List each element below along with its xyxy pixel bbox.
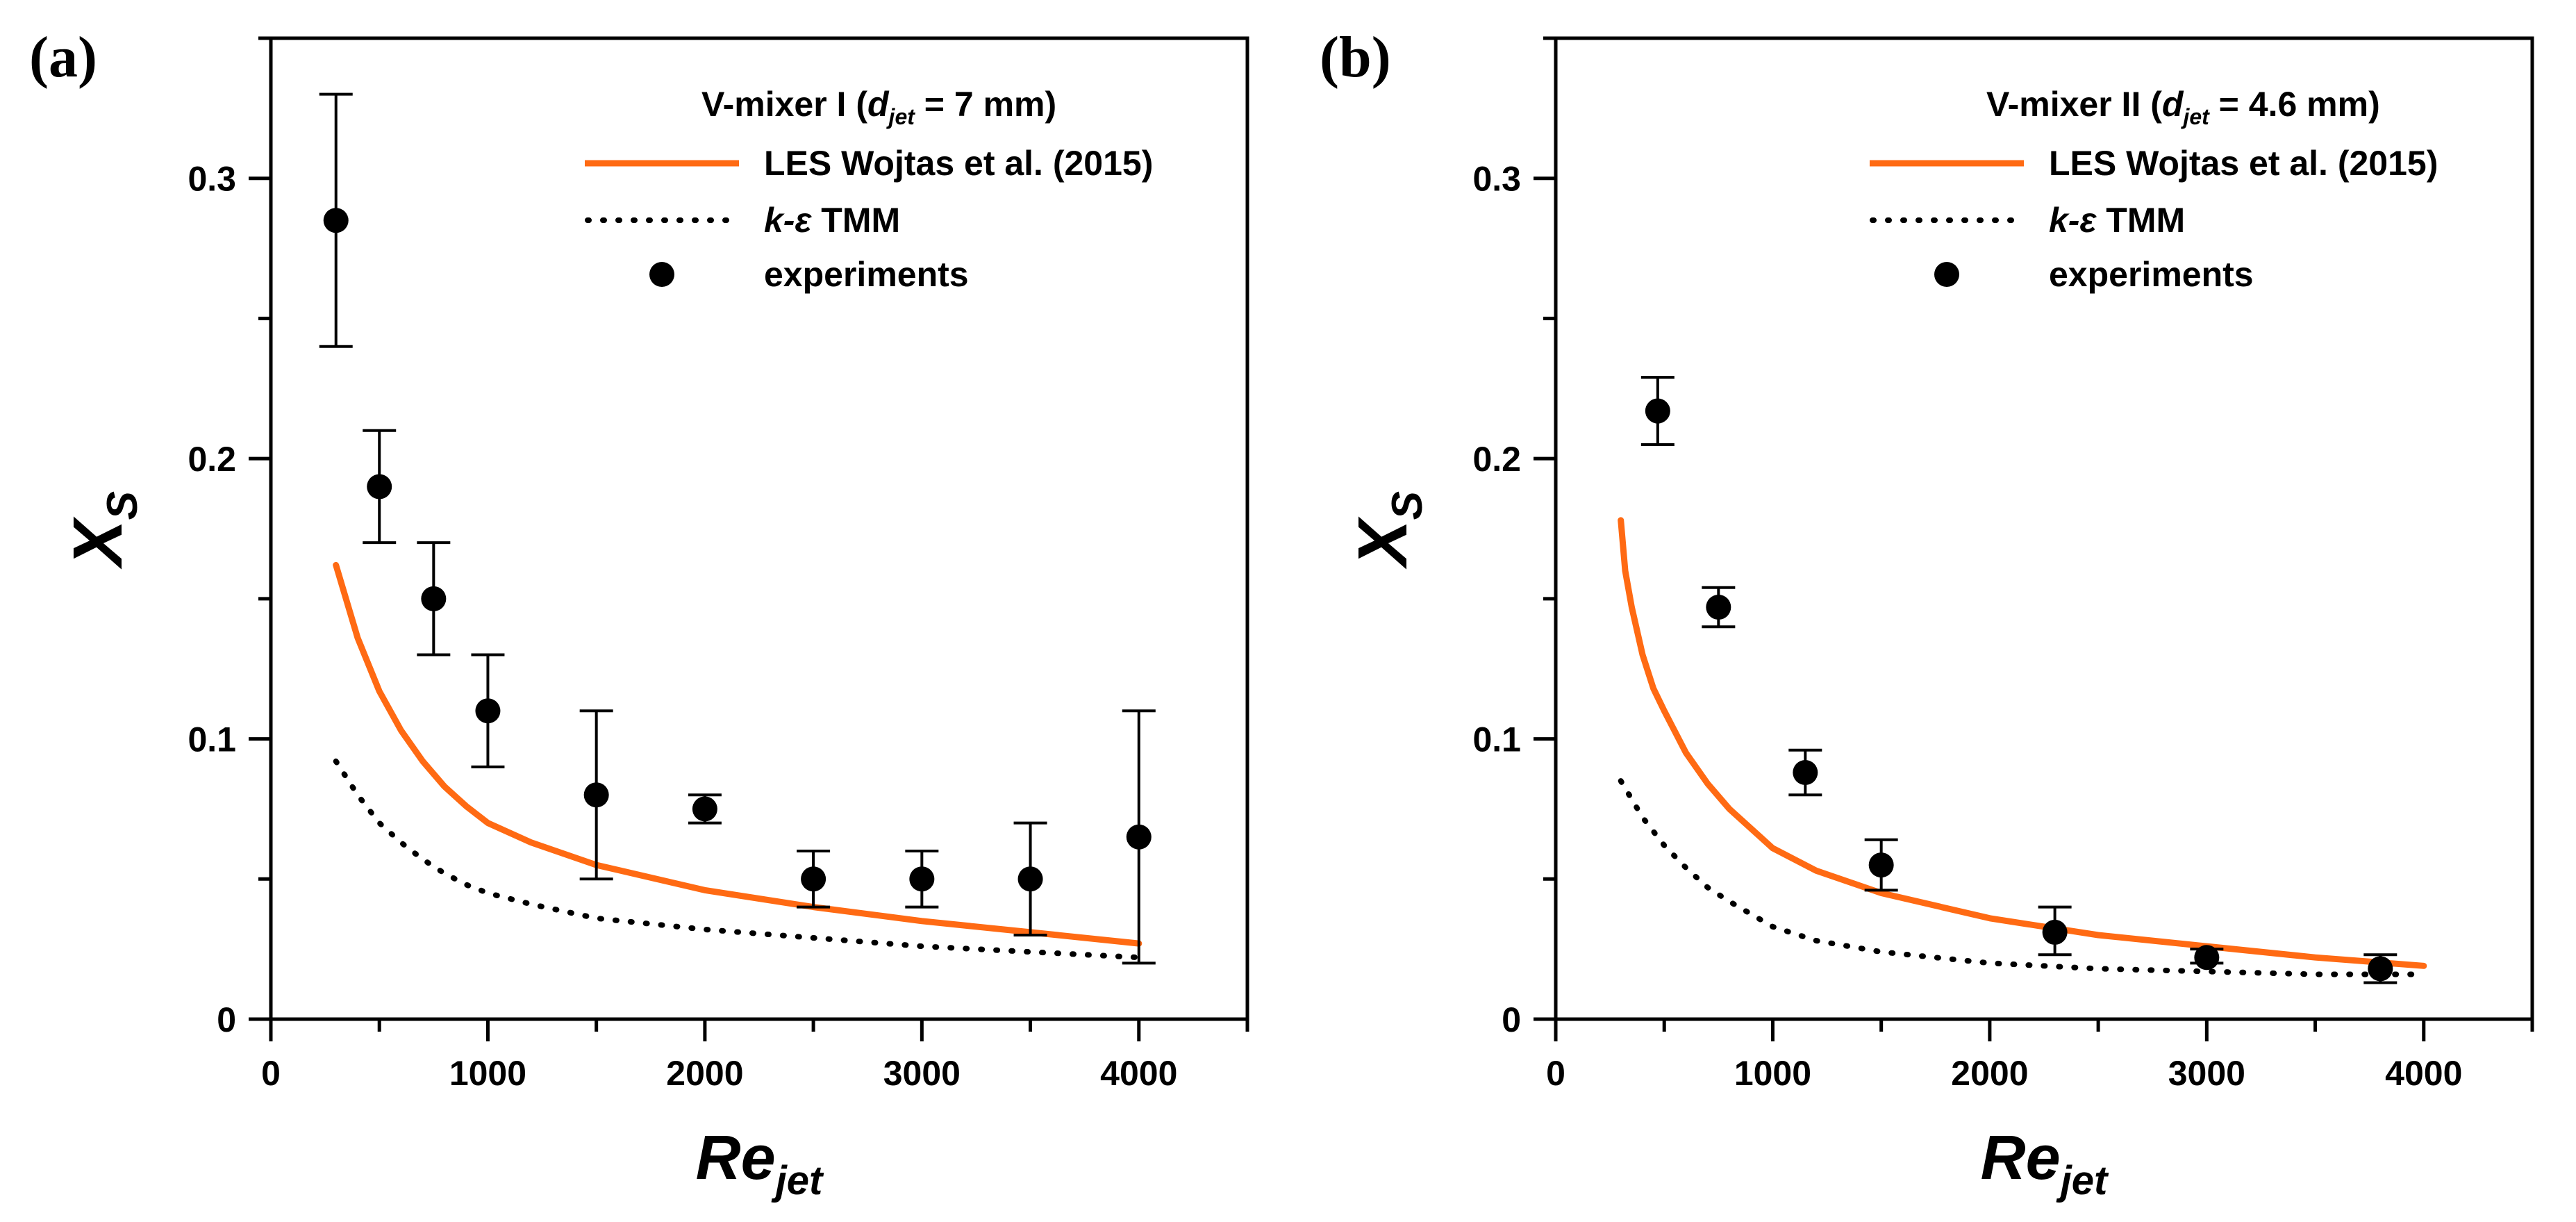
y-tick-label: 0.3 (188, 160, 236, 199)
experiment-point (801, 866, 826, 892)
experiment-point (1868, 852, 1894, 878)
y-tick-label: 0.2 (188, 440, 236, 479)
experiment-point (475, 698, 501, 724)
x-axis-title-main: Re (1981, 1123, 2061, 1193)
experiment-point (1126, 824, 1152, 850)
experiment-point (421, 586, 447, 611)
x-axis-title-main: Re (696, 1123, 776, 1193)
y-tick-label: 0.1 (1472, 720, 1521, 759)
legend-k-epsilon-italic: k-ε (2049, 201, 2097, 240)
x-axis-title: Rejet (1981, 1123, 2109, 1203)
experiment-point (2194, 945, 2220, 971)
les-curve (333, 561, 1142, 947)
experiment-point (692, 796, 717, 822)
chart-panel-a: (a)0 1000 2000 3000 400000.10.20.3RejetXSV-m… (29, 25, 1249, 1203)
experiment-point (323, 208, 349, 233)
legend-k-epsilon-italic: k-ε (764, 201, 812, 240)
x-tick-label: 0 (261, 1054, 281, 1093)
y-tick-label: 0 (1502, 1000, 1521, 1039)
legend-title-sub: jet (886, 104, 916, 129)
legend-title-sub: jet (2180, 104, 2210, 129)
legend-title-suffix: = 4.6 mm) (2209, 85, 2380, 124)
legend-title-var: d (867, 85, 890, 124)
experiment-point (2042, 919, 2068, 945)
y-axis-title-sub: S (1383, 491, 1431, 520)
legend-les-label: LES Wojtas et al. (2015) (2049, 144, 2438, 183)
legend-title-var: d (2162, 85, 2184, 124)
legend-title: V-mixer I (djet = 7 mm) (701, 85, 1056, 129)
x-tick-label: 2000 (666, 1054, 743, 1093)
legend-title-prefix: V-mixer I ( (701, 85, 867, 124)
plot-frame (1554, 36, 2534, 1021)
experiment-point (2368, 956, 2393, 982)
x-tick-label: 0 (1546, 1054, 1565, 1093)
legend-k-epsilon-label: k-ε TMM (2049, 201, 2185, 240)
x-axis-title-sub: jet (771, 1158, 824, 1203)
experiment-point (1793, 759, 1818, 785)
y-tick-label: 0.3 (1472, 160, 1521, 199)
y-axis-title-main: X (1344, 516, 1422, 570)
panel-label: (a) (29, 25, 97, 90)
x-tick-label: 1000 (449, 1054, 526, 1093)
plot-frame (269, 36, 1249, 1021)
experiment-point (1706, 594, 1731, 620)
experiment-point (367, 474, 392, 499)
legend-title: V-mixer II (djet = 4.6 mm) (1986, 85, 2380, 129)
x-tick-label: 2000 (1951, 1054, 2028, 1093)
legend-k-epsilon-rest: TMM (811, 201, 900, 240)
x-tick-label: 3000 (2168, 1054, 2245, 1093)
x-tick-label: 3000 (883, 1054, 961, 1093)
y-axis-title: XS (1344, 491, 1431, 570)
legend-experiments-swatch (649, 262, 674, 287)
y-axis-title: XS (59, 491, 147, 570)
legend-k-epsilon-rest: TMM (2096, 201, 2185, 240)
y-tick-label: 0.1 (188, 720, 236, 759)
legend-experiments-label: experiments (764, 255, 969, 294)
experiment-point (1017, 866, 1043, 892)
y-tick-label: 0 (217, 1000, 236, 1039)
y-tick-label: 0.2 (1472, 440, 1521, 479)
y-axis-title-main: X (59, 516, 137, 570)
x-tick-label: 4000 (2385, 1054, 2462, 1093)
experiment-point (1645, 398, 1670, 424)
legend-k-epsilon-label: k-ε TMM (764, 201, 900, 240)
legend-title-prefix: V-mixer II ( (1986, 85, 2162, 124)
experiment-point (909, 866, 935, 892)
legend-experiments-label: experiments (2049, 255, 2254, 294)
x-axis-title: Rejet (696, 1123, 824, 1203)
panel-label: (b) (1320, 25, 1391, 90)
y-axis-title-sub: S (99, 491, 147, 520)
k-epsilon-curve (1618, 778, 2427, 977)
x-axis-title-sub: jet (2056, 1158, 2109, 1203)
legend-les-label: LES Wojtas et al. (2015) (764, 144, 1153, 183)
les-curve (1618, 517, 2427, 969)
experiment-point (583, 782, 609, 808)
x-tick-label: 1000 (1734, 1054, 1811, 1093)
legend-title-suffix: = 7 mm) (915, 85, 1056, 124)
chart-panel-b: (b)0 1000 2000 3000 400000.10.20.3RejetXSV-m… (1320, 25, 2534, 1203)
x-tick-label: 4000 (1100, 1054, 1177, 1093)
legend-experiments-swatch (1934, 262, 1959, 287)
